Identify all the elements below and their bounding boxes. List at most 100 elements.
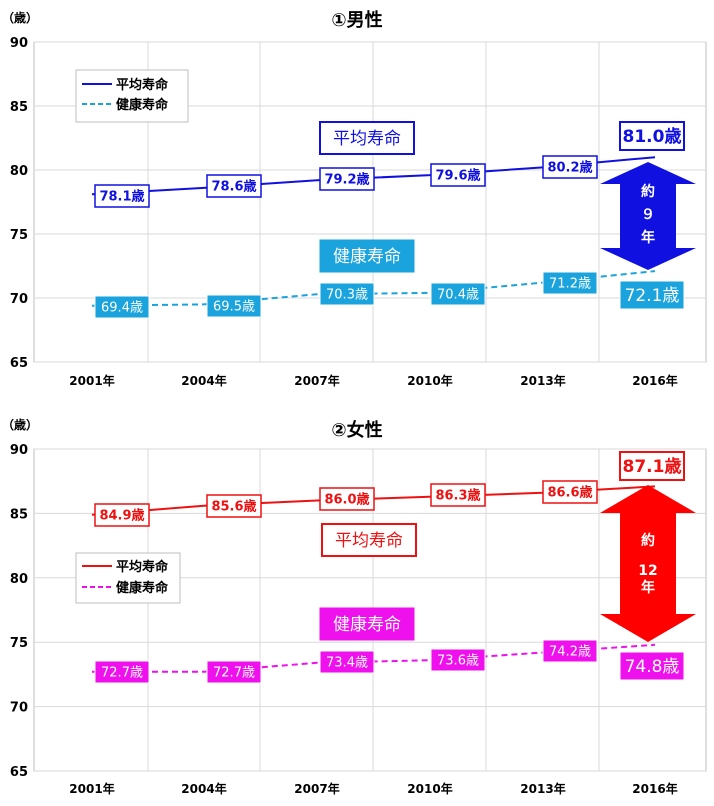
data-label-box xyxy=(319,282,375,306)
x-tick-label: 2016年 xyxy=(632,781,677,796)
data-label-box xyxy=(206,660,262,684)
gap-label: 約 xyxy=(641,532,655,549)
data-label: 74.2歳 xyxy=(549,645,591,660)
data-label-box xyxy=(94,295,150,319)
data-label-box xyxy=(319,167,375,191)
callout-average-label: 平均寿命 xyxy=(333,129,401,149)
data-label: 72.7歳 xyxy=(213,666,255,681)
data-label: 74.8歳 xyxy=(625,657,680,677)
data-label: 81.0歳 xyxy=(623,126,682,147)
legend-label: 平均寿命 xyxy=(116,559,169,575)
x-tick-label: 2013年 xyxy=(520,373,565,388)
data-label-box xyxy=(430,648,486,672)
data-label: 71.2歳 xyxy=(549,277,591,292)
gap-arrow xyxy=(600,162,696,270)
data-label-box xyxy=(619,280,685,310)
data-label-box xyxy=(206,494,262,518)
legend-box xyxy=(75,552,181,604)
y-tick-label: 65 xyxy=(10,765,28,780)
data-label: 69.4歳 xyxy=(101,301,143,316)
callout-average-box xyxy=(319,121,415,155)
x-tick-label: 2013年 xyxy=(520,781,565,796)
callout-average-box xyxy=(321,523,417,557)
chart-title: ①男性 xyxy=(331,9,382,31)
data-label-box xyxy=(619,121,685,151)
legend-label: 平均寿命 xyxy=(116,77,169,93)
data-label: 78.1歳 xyxy=(99,189,144,205)
chart-title: ②女性 xyxy=(331,419,382,441)
y-tick-label: 80 xyxy=(10,572,28,587)
y-unit-label: （歳） xyxy=(2,417,38,432)
gap-label: 約 xyxy=(641,183,655,200)
y-tick-label: 80 xyxy=(10,164,28,179)
y-tick-label: 90 xyxy=(10,443,28,458)
data-label-box xyxy=(319,650,375,674)
data-label: 80.2歳 xyxy=(547,160,592,176)
data-label-box xyxy=(430,163,486,187)
data-label-box xyxy=(542,155,598,179)
data-label: 86.3歳 xyxy=(435,488,480,504)
gap-label: 年 xyxy=(641,229,655,246)
y-tick-label: 75 xyxy=(10,228,28,243)
y-tick-label: 75 xyxy=(10,636,28,651)
x-tick-label: 2010年 xyxy=(407,781,452,796)
y-tick-label: 90 xyxy=(10,36,28,51)
data-label: 70.4歳 xyxy=(437,288,479,303)
x-tick-label: 2004年 xyxy=(181,781,226,796)
data-label: 73.6歳 xyxy=(437,654,479,669)
data-label: 69.5歳 xyxy=(213,300,255,315)
x-tick-label: 2016年 xyxy=(632,373,677,388)
gap-label: 12 xyxy=(638,563,657,579)
callout-healthy-label: 健康寿命 xyxy=(333,247,401,267)
data-label-box xyxy=(430,483,486,507)
gap-label: ９ xyxy=(641,207,655,223)
gap-arrow xyxy=(600,485,696,642)
x-tick-label: 2007年 xyxy=(294,781,339,796)
callout-healthy-box xyxy=(319,607,415,641)
x-tick-label: 2004年 xyxy=(181,373,226,388)
y-tick-label: 70 xyxy=(10,292,28,307)
y-tick-label: 70 xyxy=(10,701,28,716)
y-unit-label: （歳） xyxy=(2,10,38,25)
data-label-box xyxy=(542,639,598,663)
data-label: 86.0歳 xyxy=(324,492,369,508)
data-label-box xyxy=(206,174,262,198)
y-tick-label: 85 xyxy=(10,100,28,115)
data-label: 79.2歳 xyxy=(324,172,369,188)
data-label: 70.3歳 xyxy=(326,288,368,303)
x-tick-label: 2001年 xyxy=(69,781,114,796)
y-tick-label: 85 xyxy=(10,507,28,522)
data-label: 73.4歳 xyxy=(326,656,368,671)
callout-healthy-label: 健康寿命 xyxy=(333,615,401,635)
data-label-box xyxy=(319,487,375,511)
x-tick-label: 2007年 xyxy=(294,373,339,388)
callout-average-label: 平均寿命 xyxy=(335,531,403,551)
chart-female: 65 70 75 80 85 90 2001年 2004年 2007年 2010年 2013年 201… xyxy=(2,417,707,796)
callout-healthy-box xyxy=(319,239,415,273)
data-label-box xyxy=(542,480,598,504)
legend-box xyxy=(75,69,189,123)
data-label: 72.7歳 xyxy=(101,666,143,681)
data-label-box xyxy=(619,651,685,681)
y-tick-label: 65 xyxy=(10,356,28,371)
chart-male: 65 70 75 80 85 90 2001年 2004年 2007年 2010年 2013年 201… xyxy=(2,9,707,388)
data-label-box xyxy=(206,294,262,318)
legend-label: 健康寿命 xyxy=(116,580,169,596)
data-label: 79.6歳 xyxy=(435,168,480,184)
data-label-box xyxy=(94,184,150,208)
gap-label: 年 xyxy=(641,579,655,596)
x-tick-label: 2001年 xyxy=(69,373,114,388)
data-label: 85.6歳 xyxy=(211,499,256,515)
data-label-box xyxy=(430,282,486,306)
data-label: 78.6歳 xyxy=(211,179,256,195)
data-label: 72.1歳 xyxy=(625,286,680,306)
data-label-box xyxy=(94,503,150,527)
data-label: 87.1歳 xyxy=(623,456,682,477)
data-label-box xyxy=(542,271,598,295)
legend-label: 健康寿命 xyxy=(116,97,169,113)
data-label: 86.6歳 xyxy=(547,485,592,501)
data-label-box xyxy=(94,660,150,684)
x-tick-label: 2010年 xyxy=(407,373,452,388)
data-label-box xyxy=(619,451,685,481)
